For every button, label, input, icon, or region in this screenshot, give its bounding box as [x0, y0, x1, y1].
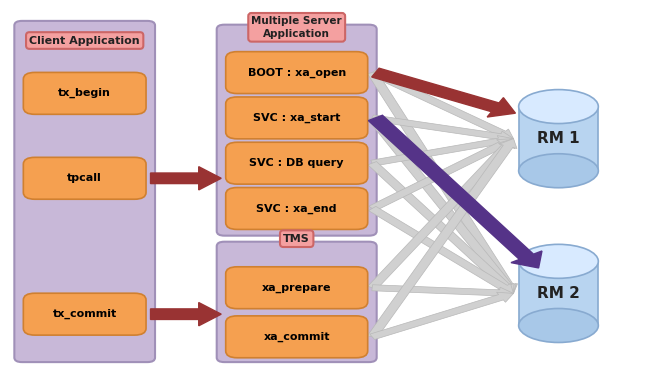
Text: TMS: TMS — [283, 234, 310, 244]
FancyBboxPatch shape — [216, 25, 376, 236]
FancyArrow shape — [150, 167, 221, 190]
Text: BOOT : xa_open: BOOT : xa_open — [248, 67, 346, 78]
FancyBboxPatch shape — [14, 21, 155, 362]
FancyArrow shape — [368, 115, 542, 268]
Text: xa_commit: xa_commit — [264, 332, 330, 342]
FancyBboxPatch shape — [226, 267, 367, 309]
FancyBboxPatch shape — [23, 157, 146, 199]
FancyArrow shape — [371, 115, 513, 142]
Text: SVC : xa_end: SVC : xa_end — [257, 203, 337, 214]
FancyBboxPatch shape — [226, 52, 367, 93]
FancyArrow shape — [367, 139, 517, 338]
FancyBboxPatch shape — [226, 188, 367, 229]
Text: Multiple Server
Application: Multiple Server Application — [251, 16, 342, 39]
FancyArrow shape — [369, 139, 513, 211]
FancyArrow shape — [368, 162, 514, 293]
FancyArrow shape — [372, 285, 513, 298]
Text: RM 2: RM 2 — [537, 286, 580, 301]
Text: SVC : DB query: SVC : DB query — [249, 158, 344, 168]
FancyBboxPatch shape — [518, 106, 598, 171]
Ellipse shape — [518, 90, 598, 124]
Text: RM 1: RM 1 — [537, 131, 580, 146]
FancyArrow shape — [371, 136, 513, 166]
FancyBboxPatch shape — [226, 142, 367, 184]
Ellipse shape — [518, 244, 598, 278]
FancyArrow shape — [367, 72, 518, 293]
FancyBboxPatch shape — [23, 72, 146, 114]
Text: tx_commit: tx_commit — [52, 309, 117, 319]
FancyArrow shape — [369, 206, 513, 293]
FancyArrow shape — [370, 292, 513, 339]
FancyBboxPatch shape — [226, 97, 367, 139]
Ellipse shape — [518, 309, 598, 342]
FancyBboxPatch shape — [518, 261, 598, 326]
FancyArrow shape — [367, 116, 516, 293]
FancyArrow shape — [372, 68, 515, 117]
Text: tpcall: tpcall — [67, 173, 102, 183]
Text: tx_begin: tx_begin — [58, 88, 111, 98]
FancyBboxPatch shape — [216, 242, 376, 362]
Ellipse shape — [518, 154, 598, 188]
Text: xa_prepare: xa_prepare — [262, 283, 331, 293]
Text: SVC : xa_start: SVC : xa_start — [253, 113, 340, 123]
FancyArrow shape — [367, 139, 515, 289]
FancyBboxPatch shape — [23, 293, 146, 335]
Text: Client Application: Client Application — [29, 36, 140, 46]
FancyArrow shape — [150, 303, 221, 326]
FancyArrow shape — [369, 70, 513, 139]
FancyBboxPatch shape — [226, 316, 367, 358]
